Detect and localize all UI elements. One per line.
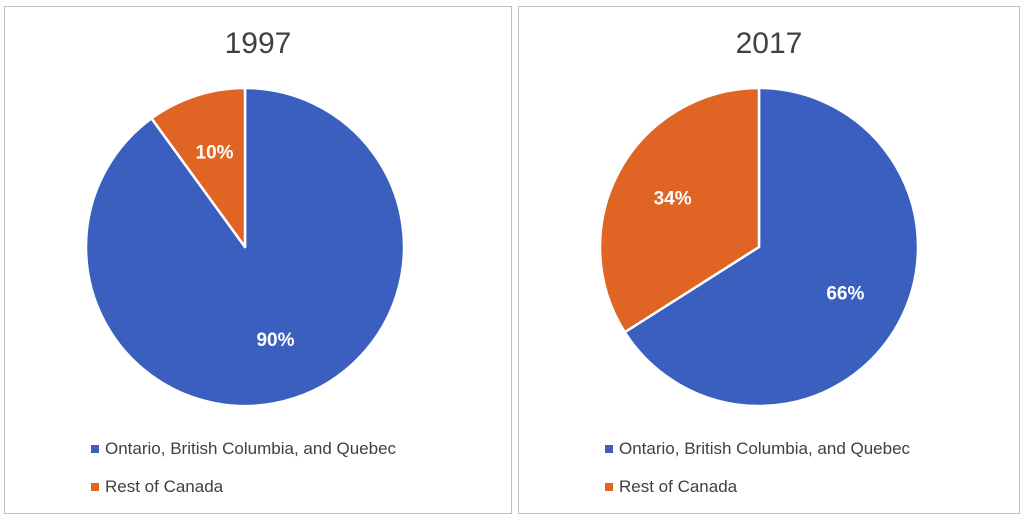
legend-item-ontario-bc-quebec: Ontario, British Columbia, and Quebec: [91, 439, 396, 459]
legend-label: Rest of Canada: [105, 477, 224, 496]
pie-slice-rest-of-canada: [598, 86, 761, 334]
chart-panel-1997: 1997 90% 10% Ontario, British Columbia, a…: [4, 6, 512, 514]
legend-swatch-blue: [91, 445, 99, 453]
legend-swatch-blue: [605, 445, 613, 453]
pie-slice-ontario-british-columbia-and-quebec: [623, 86, 920, 408]
legend-item-rest-of-canada: Rest of Canada: [91, 477, 223, 497]
legend-label: Ontario, British Columbia, and Quebec: [619, 439, 911, 458]
legend-label: Ontario, British Columbia, and Quebec: [105, 439, 397, 458]
pie-chart: 90% 10%: [84, 86, 406, 408]
data-label-ontario-british-columbia-and-quebec: 90%: [256, 330, 294, 351]
legend-swatch-orange: [91, 483, 99, 491]
chart-panel-2017: 2017 66% 34% Ontario, British Columbia, a…: [518, 6, 1020, 514]
chart-title: 2017: [735, 27, 803, 60]
pie-slice-rest-of-canada: [150, 86, 247, 249]
data-label-ontario-british-columbia-and-quebec: 66%: [826, 284, 864, 305]
chart-title: 1997: [224, 27, 292, 60]
legend-item-ontario-bc-quebec: Ontario, British Columbia, and Quebec: [605, 439, 910, 459]
legend-label: Rest of Canada: [619, 477, 738, 496]
legend-swatch-orange: [605, 483, 613, 491]
legend-item-rest-of-canada: Rest of Canada: [605, 477, 737, 497]
data-label-rest-of-canada: 10%: [196, 142, 234, 163]
pie-chart: 66% 34%: [598, 86, 920, 408]
data-label-rest-of-canada: 34%: [654, 189, 692, 210]
